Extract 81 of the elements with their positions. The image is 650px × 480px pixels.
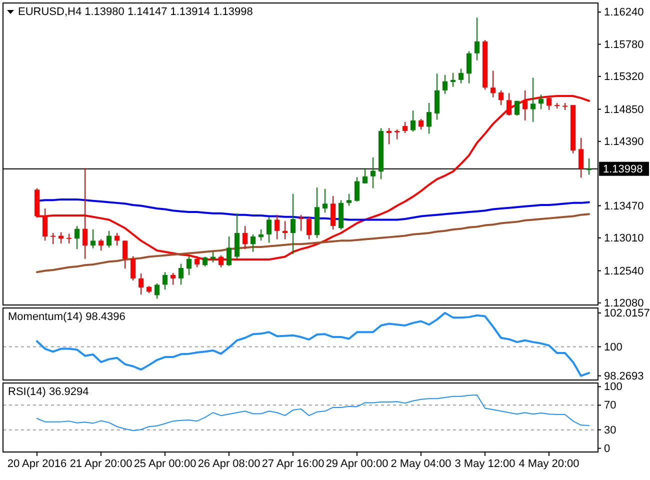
chart-title: Momentum(14) 98.4396 — [8, 311, 126, 323]
x-tick-label: 20 Apr 2016 — [7, 458, 67, 470]
candlestick — [106, 230, 112, 248]
candlestick — [442, 74, 448, 94]
y-tick-label: 100 — [604, 341, 622, 354]
candlestick — [306, 216, 312, 240]
candlestick — [578, 137, 584, 178]
candlestick — [178, 263, 184, 286]
y-tick-label: 1.12080 — [604, 297, 644, 310]
candlestick — [202, 256, 208, 268]
candlestick — [162, 272, 168, 290]
y-tick-label: 98.2693 — [604, 370, 644, 382]
candlestick — [418, 118, 424, 130]
candlestick — [154, 282, 160, 300]
candlestick — [250, 234, 256, 252]
y-tick-label: 1.15780 — [604, 38, 644, 51]
candlestick — [170, 272, 176, 286]
candlestick — [330, 195, 336, 230]
y-tick-label: 70 — [604, 400, 616, 412]
candlestick — [50, 232, 56, 245]
candlestick — [74, 226, 80, 250]
candlestick — [186, 256, 192, 276]
candlestick — [490, 70, 496, 98]
candlestick — [138, 273, 144, 296]
y-tick-label: 1.13010 — [604, 232, 644, 244]
candlestick — [322, 188, 328, 214]
candlestick — [130, 256, 136, 282]
x-tick-label: 3 May 12:00 — [454, 458, 516, 470]
x-tick-label: 26 Apr 08:00 — [198, 458, 260, 470]
candlestick — [466, 50, 472, 84]
x-tick-label: 2 May 04:00 — [390, 458, 452, 470]
candlestick — [90, 229, 96, 249]
candlestick — [514, 100, 520, 116]
ref-line-label: 1.13998 — [603, 164, 643, 176]
candlestick — [362, 167, 368, 184]
candlestick — [370, 156, 376, 189]
x-tick-label: 21 Apr 20:00 — [70, 458, 132, 470]
y-tick-label: 100 — [604, 381, 622, 394]
chart-title: RSI(14) 36.9294 — [8, 386, 89, 398]
y-tick-label: 1.14850 — [604, 104, 644, 116]
candlestick — [282, 220, 288, 240]
candlestick — [346, 193, 352, 206]
y-tick-label: 1.13470 — [604, 200, 644, 212]
y-tick-label: 102.0157 — [604, 307, 650, 320]
x-tick-label: 25 Apr 00:00 — [134, 458, 196, 470]
candlestick — [434, 73, 440, 120]
candlestick — [42, 208, 48, 242]
x-tick-label: 4 May 20:00 — [518, 458, 580, 470]
candlestick — [530, 77, 536, 122]
candlestick — [402, 121, 408, 134]
candlestick — [210, 251, 216, 263]
y-tick-label: 1.15320 — [604, 70, 644, 83]
candlestick — [298, 214, 304, 232]
y-tick-label: 30 — [604, 424, 616, 436]
y-tick-label: 1.14390 — [604, 136, 644, 148]
candlestick — [274, 214, 280, 240]
candlestick — [66, 233, 72, 244]
x-tick-label: 27 Apr 16:00 — [262, 458, 324, 470]
candlestick — [122, 240, 128, 270]
candlestick — [226, 236, 232, 266]
candlestick — [450, 72, 456, 88]
candlestick — [354, 176, 360, 202]
chart-title: EURUSD,H4 1.13980 1.14147 1.13914 1.13998 — [18, 6, 253, 18]
candlestick — [498, 90, 504, 106]
candlestick — [114, 232, 120, 246]
candlestick — [242, 226, 248, 250]
candlestick — [426, 102, 432, 134]
y-tick-label: 1.12540 — [604, 265, 644, 278]
candlestick — [98, 238, 104, 251]
candlestick — [266, 216, 272, 244]
candlestick — [290, 193, 296, 254]
candlestick — [538, 94, 544, 110]
candlestick — [394, 129, 400, 140]
y-tick-label: 0 — [604, 442, 610, 455]
candlestick — [458, 68, 464, 84]
y-tick-label: 1.16240 — [604, 6, 644, 19]
candlestick — [410, 110, 416, 132]
candlestick — [234, 212, 240, 260]
candlestick — [474, 17, 480, 61]
x-tick-label: 29 Apr 00:00 — [326, 458, 388, 470]
candlestick — [386, 128, 392, 145]
